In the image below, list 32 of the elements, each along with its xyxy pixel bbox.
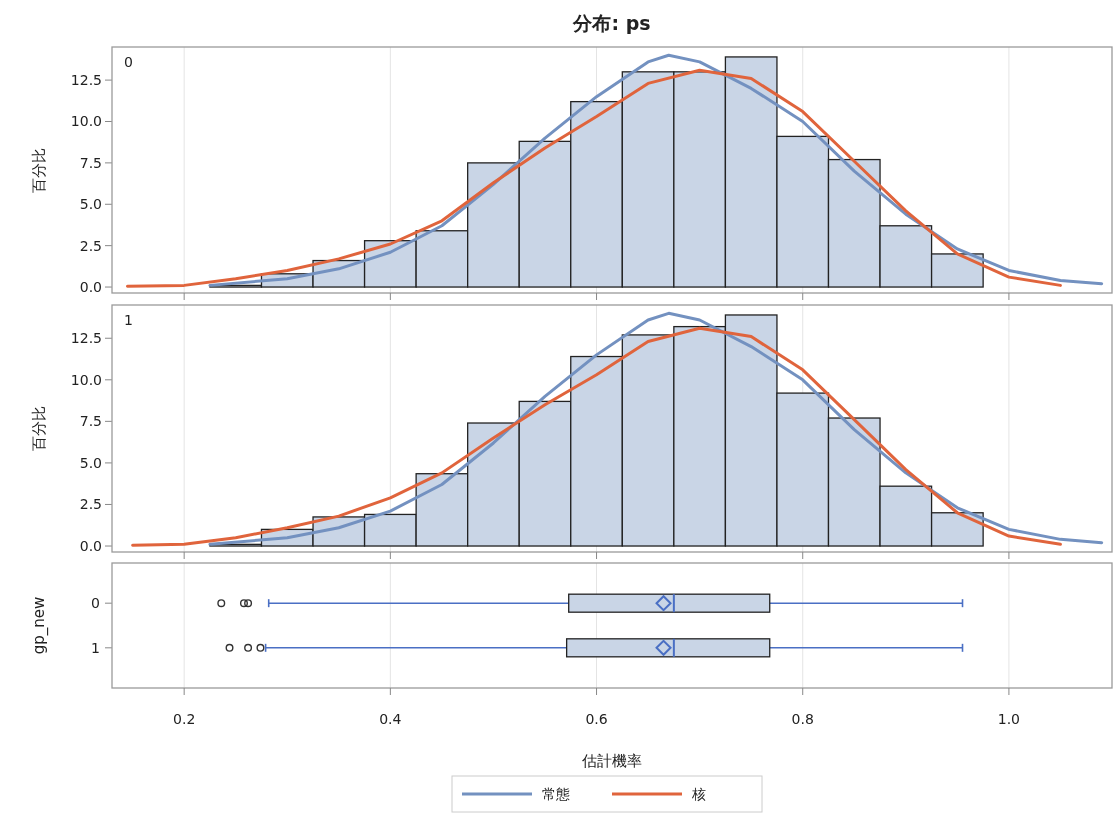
x-tick-label: 0.2 (173, 711, 196, 727)
x-tick-label: 1.0 (997, 711, 1021, 727)
y-tick-label: 5.0 (79, 196, 102, 213)
chart-title: 分布: ps (572, 12, 651, 34)
y-tick-label: 7.5 (79, 413, 102, 430)
y-tick-label: 5.0 (79, 454, 102, 471)
line-series (208, 311, 1104, 546)
y-tick-label: 1 (91, 639, 100, 656)
annotation: 1 (124, 312, 133, 328)
y-axis-title: gp_new (30, 596, 49, 655)
annotation: 0 (124, 54, 133, 70)
y-tick-label: 0.0 (79, 538, 102, 555)
y-tick-label: 10.0 (70, 113, 102, 130)
y-axis-title: 百分比 (30, 147, 48, 193)
y-tick-label: 12.5 (70, 72, 102, 89)
x-axis-title: 估計機率 (581, 752, 642, 770)
y-tick-label: 12.5 (70, 330, 102, 347)
x-tick-label: 0.4 (379, 711, 402, 727)
y-tick-label: 0.0 (79, 279, 102, 296)
line-series (125, 68, 1062, 288)
legend-label: 核 (691, 786, 706, 802)
y-tick-label: 10.0 (70, 371, 102, 388)
line-series (208, 53, 1104, 287)
y-axis-title: 百分比 (30, 406, 48, 451)
x-tick-label: 0.8 (791, 711, 814, 727)
legend-label: 常態 (542, 786, 570, 802)
line-series (131, 326, 1062, 547)
y-tick-label: 2.5 (79, 237, 102, 254)
x-tick-label: 0.6 (585, 711, 608, 727)
y-tick-label: 0 (91, 595, 100, 612)
y-tick-label: 2.5 (79, 496, 102, 513)
y-tick-label: 7.5 (79, 154, 102, 171)
